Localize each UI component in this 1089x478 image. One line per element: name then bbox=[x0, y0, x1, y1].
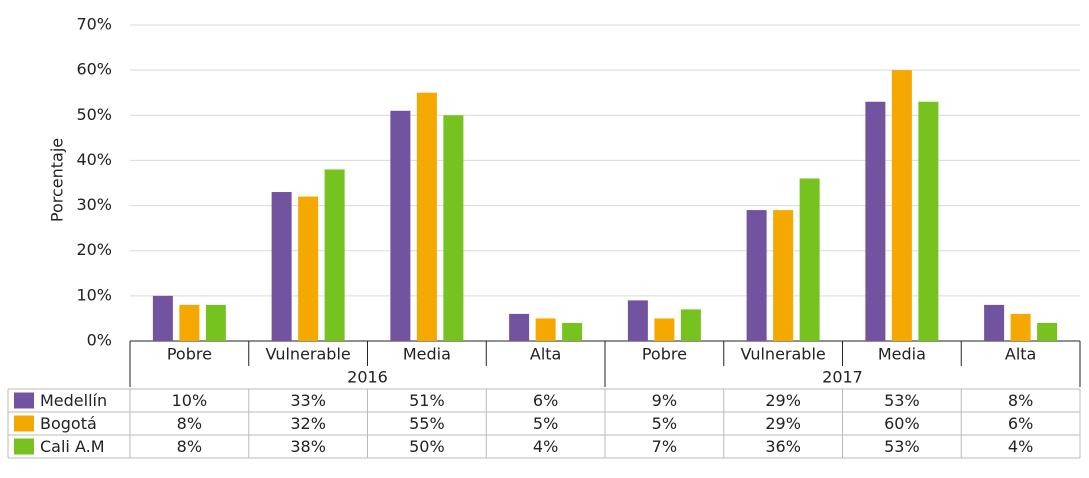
bar bbox=[1037, 322, 1058, 341]
bar bbox=[179, 304, 200, 341]
table-value: 8% bbox=[177, 437, 202, 456]
table-value: 51% bbox=[409, 391, 445, 410]
bar bbox=[416, 92, 437, 341]
bar bbox=[205, 304, 226, 341]
table-value: 5% bbox=[533, 414, 558, 433]
bar bbox=[271, 192, 292, 341]
y-tick-label: 50% bbox=[76, 105, 112, 124]
bar bbox=[390, 110, 411, 342]
table-value: 8% bbox=[1008, 391, 1033, 410]
table-value: 29% bbox=[765, 391, 801, 410]
table-value: 55% bbox=[409, 414, 445, 433]
y-tick-label: 20% bbox=[76, 240, 112, 259]
table-value: 60% bbox=[884, 414, 920, 433]
legend-swatch bbox=[14, 415, 34, 432]
y-tick-label: 0% bbox=[87, 331, 112, 350]
bar bbox=[865, 101, 886, 341]
table-value: 6% bbox=[1008, 414, 1033, 433]
bar bbox=[918, 101, 939, 341]
bar bbox=[654, 318, 675, 341]
y-axis-label: Porcentaje bbox=[48, 138, 67, 222]
y-tick-label: 40% bbox=[76, 150, 112, 169]
table-value: 10% bbox=[172, 391, 208, 410]
table-value: 7% bbox=[652, 437, 677, 456]
y-tick-label: 60% bbox=[76, 60, 112, 79]
legend-swatch bbox=[14, 392, 34, 409]
table-value: 38% bbox=[290, 437, 326, 456]
legend-swatch bbox=[14, 438, 34, 455]
x-tick-label: Vulnerable bbox=[265, 345, 350, 364]
table-value: 4% bbox=[1008, 437, 1033, 456]
table-value: 36% bbox=[765, 437, 801, 456]
group-label: 2017 bbox=[822, 368, 863, 387]
table-value: 6% bbox=[533, 391, 558, 410]
bar bbox=[562, 322, 583, 341]
bar bbox=[535, 318, 556, 341]
table-value: 9% bbox=[652, 391, 677, 410]
bar bbox=[443, 115, 464, 342]
y-tick-label: 10% bbox=[76, 285, 112, 304]
table-value: 32% bbox=[290, 414, 326, 433]
bar bbox=[298, 196, 319, 341]
table-value: 5% bbox=[652, 414, 677, 433]
table-value: 33% bbox=[290, 391, 326, 410]
x-tick-label: Media bbox=[403, 345, 451, 364]
bar bbox=[509, 313, 530, 341]
table-value: 53% bbox=[884, 391, 920, 410]
y-tick-label: 70% bbox=[76, 15, 112, 34]
group-label: 2016 bbox=[347, 368, 388, 387]
bar bbox=[627, 300, 648, 341]
x-tick-label: Pobre bbox=[167, 345, 212, 364]
bar bbox=[773, 210, 794, 341]
table-value: 4% bbox=[533, 437, 558, 456]
bar bbox=[746, 210, 767, 341]
bar bbox=[680, 309, 701, 341]
table-value: 29% bbox=[765, 414, 801, 433]
x-tick-label: Media bbox=[878, 345, 926, 364]
x-tick-label: Alta bbox=[1005, 345, 1036, 364]
y-tick-label: 30% bbox=[76, 195, 112, 214]
bar bbox=[324, 169, 345, 341]
table-value: 50% bbox=[409, 437, 445, 456]
table-value: 8% bbox=[177, 414, 202, 433]
legend-label: Cali A.M bbox=[40, 437, 105, 456]
table-value: 53% bbox=[884, 437, 920, 456]
bar bbox=[152, 295, 173, 341]
legend-label: Bogotá bbox=[40, 414, 97, 433]
bar bbox=[1010, 313, 1031, 341]
bar bbox=[891, 70, 912, 342]
legend-label: Medellín bbox=[40, 391, 107, 410]
bar bbox=[799, 178, 820, 341]
x-tick-label: Alta bbox=[530, 345, 561, 364]
x-tick-label: Vulnerable bbox=[740, 345, 825, 364]
x-tick-label: Pobre bbox=[642, 345, 687, 364]
bar bbox=[984, 304, 1005, 341]
